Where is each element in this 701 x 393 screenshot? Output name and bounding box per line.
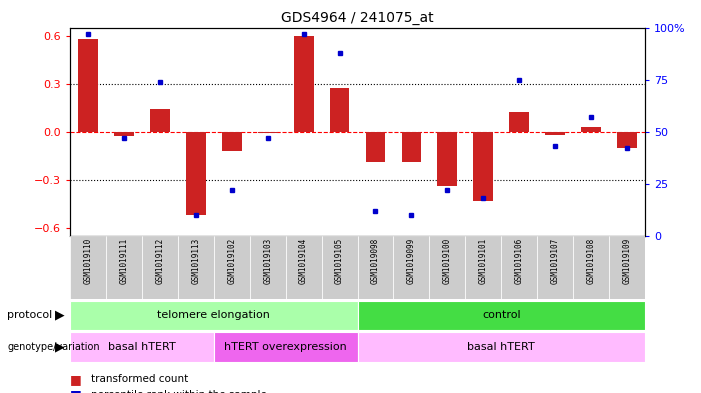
Bar xyxy=(609,236,645,299)
Text: GSM1019109: GSM1019109 xyxy=(622,238,632,284)
Bar xyxy=(70,301,358,330)
Text: control: control xyxy=(482,310,521,320)
Text: GSM1019102: GSM1019102 xyxy=(227,238,236,284)
Text: GSM1019106: GSM1019106 xyxy=(515,238,524,284)
Text: GSM1019104: GSM1019104 xyxy=(299,238,308,284)
Text: hTERT overexpression: hTERT overexpression xyxy=(224,342,347,352)
Bar xyxy=(366,132,386,162)
Text: GSM1019105: GSM1019105 xyxy=(335,238,344,284)
Text: GSM1019103: GSM1019103 xyxy=(263,238,272,284)
Bar xyxy=(501,236,537,299)
Bar xyxy=(358,301,645,330)
Bar xyxy=(581,127,601,132)
Text: ▶: ▶ xyxy=(55,309,64,322)
Text: GSM1019100: GSM1019100 xyxy=(443,238,452,284)
Bar xyxy=(214,332,358,362)
Text: percentile rank within the sample: percentile rank within the sample xyxy=(91,390,267,393)
Text: ■: ■ xyxy=(70,388,82,393)
Bar xyxy=(510,112,529,132)
Text: GSM1019108: GSM1019108 xyxy=(587,238,596,284)
Bar xyxy=(222,132,242,151)
Bar xyxy=(214,236,250,299)
Bar xyxy=(537,236,573,299)
Bar xyxy=(142,236,178,299)
Bar xyxy=(79,39,98,132)
Text: telomere elongation: telomere elongation xyxy=(157,310,271,320)
Bar xyxy=(70,332,214,362)
Bar xyxy=(150,109,170,132)
Bar xyxy=(465,236,501,299)
Bar xyxy=(393,236,429,299)
Text: GSM1019112: GSM1019112 xyxy=(156,238,165,284)
Text: GSM1019113: GSM1019113 xyxy=(191,238,200,284)
Bar xyxy=(358,236,393,299)
Bar xyxy=(106,236,142,299)
Bar xyxy=(286,236,322,299)
Bar xyxy=(617,132,637,148)
Bar xyxy=(322,236,358,299)
Bar xyxy=(329,88,349,132)
Text: protocol: protocol xyxy=(7,310,53,320)
Text: GSM1019111: GSM1019111 xyxy=(119,238,128,284)
Bar xyxy=(573,236,609,299)
Text: basal hTERT: basal hTERT xyxy=(108,342,176,352)
Bar xyxy=(70,236,106,299)
Bar xyxy=(437,132,457,186)
Text: basal hTERT: basal hTERT xyxy=(468,342,535,352)
Bar xyxy=(178,236,214,299)
Text: GSM1019098: GSM1019098 xyxy=(371,238,380,284)
Bar xyxy=(114,132,134,136)
Bar xyxy=(186,132,205,215)
Bar xyxy=(250,236,286,299)
Text: genotype/variation: genotype/variation xyxy=(7,342,100,352)
Text: GSM1019101: GSM1019101 xyxy=(479,238,488,284)
Bar xyxy=(358,332,645,362)
Text: ▶: ▶ xyxy=(55,340,64,353)
Bar xyxy=(473,132,493,200)
Text: GSM1019110: GSM1019110 xyxy=(83,238,93,284)
Bar xyxy=(294,35,313,132)
Text: GSM1019107: GSM1019107 xyxy=(550,238,559,284)
Bar xyxy=(430,236,465,299)
Text: transformed count: transformed count xyxy=(91,374,189,384)
Text: ■: ■ xyxy=(70,373,82,386)
Bar xyxy=(545,132,565,135)
Text: GSM1019099: GSM1019099 xyxy=(407,238,416,284)
Bar xyxy=(258,132,278,133)
Bar xyxy=(402,132,421,162)
Title: GDS4964 / 241075_at: GDS4964 / 241075_at xyxy=(281,11,434,25)
